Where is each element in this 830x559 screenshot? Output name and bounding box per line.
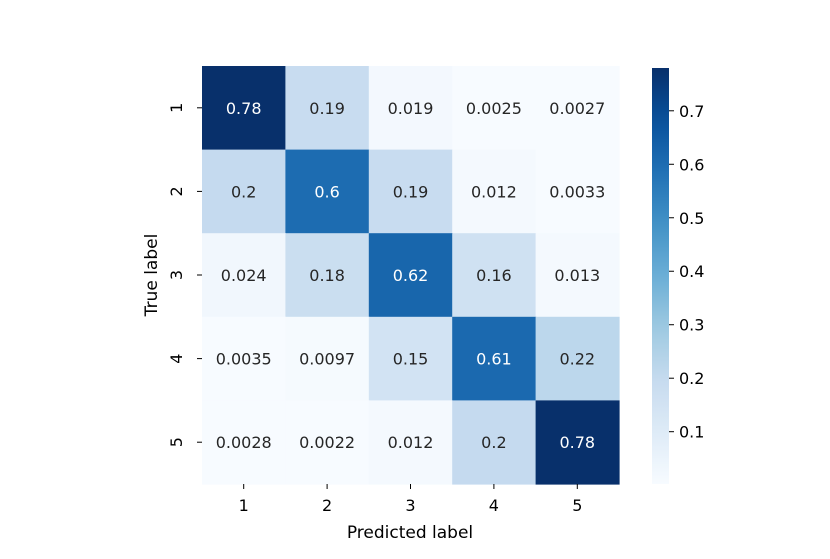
cell-value-label-4-5: 0.22 [559, 350, 595, 369]
cell-value-label-3-2: 0.18 [309, 266, 345, 285]
cell-value-label-2-3: 0.19 [393, 182, 429, 201]
cell-value-label-2-2: 0.6 [314, 182, 339, 201]
cell-value-label-1-1: 0.78 [226, 99, 262, 118]
colorbar-tick-label-0.5: 0.5 [679, 209, 704, 228]
heatmap-cell-3-2 [285, 233, 370, 318]
cell-value-label-1-4: 0.0025 [466, 99, 522, 118]
heatmap-cell-4-4 [452, 316, 537, 401]
heatmap-cell-1-3 [368, 66, 453, 151]
x-axis: 1 2 3 4 5 [239, 484, 582, 515]
y-axis: 1 2 3 4 5 [167, 103, 202, 447]
x-tick-label-5: 5 [572, 496, 582, 515]
heatmap-cell-2-5 [535, 149, 620, 234]
y-axis-label: True label [142, 234, 162, 318]
colorbar-tick-label-0.4: 0.4 [679, 262, 704, 281]
heatmap-cell-2-3 [368, 149, 453, 234]
heatmap-cell-1-4 [452, 66, 537, 151]
y-tick-label-4: 4 [167, 354, 186, 364]
heatmap-cell-5-2 [285, 400, 370, 485]
heatmap-cell-5-1 [202, 400, 286, 485]
heatmap-cell-1-2 [285, 66, 370, 151]
colorbar-tick-label-0.1: 0.1 [679, 423, 704, 442]
cell-value-label-5-1: 0.0028 [216, 433, 272, 452]
cell-value-label-1-5: 0.0027 [549, 99, 605, 118]
colorbar-tick-label-0.3: 0.3 [679, 316, 704, 335]
heatmap-cell-5-4 [452, 400, 537, 485]
heatmap-cell-3-1 [202, 233, 286, 318]
heatmap-cells: 0.78 0.19 0.019 0.0025 0.0027 0.2 0.6 0.19 0.012… [202, 66, 620, 485]
cell-value-label-2-5: 0.0033 [549, 182, 605, 201]
y-tick-label-1: 1 [167, 103, 186, 113]
x-tick-label-3: 3 [405, 496, 415, 515]
heatmap-cell-1-5 [535, 66, 620, 151]
x-tick-label-2: 2 [322, 496, 332, 515]
cell-value-label-1-3: 0.019 [388, 99, 434, 118]
cell-value-label-2-4: 0.012 [471, 182, 517, 201]
cell-value-label-2-1: 0.2 [231, 182, 256, 201]
cell-value-label-3-4: 0.16 [476, 266, 512, 285]
heatmap-cell-4-3 [368, 316, 453, 401]
cell-value-label-4-2: 0.0097 [299, 350, 355, 369]
colorbar-tick-label-0.2: 0.2 [679, 369, 704, 388]
heatmap-cell-4-1 [202, 316, 286, 401]
heatmap-cell-5-5 [535, 400, 620, 485]
cell-value-label-4-3: 0.15 [393, 350, 429, 369]
cell-value-label-4-1: 0.0035 [216, 350, 272, 369]
cell-value-label-5-4: 0.2 [481, 433, 506, 452]
cell-value-label-1-2: 0.19 [309, 99, 345, 118]
x-axis-label: Predicted label [347, 523, 473, 543]
heatmap-cell-1-1 [202, 66, 286, 151]
heatmap-cell-4-5 [535, 316, 620, 401]
cell-value-label-5-5: 0.78 [559, 433, 595, 452]
y-tick-label-5: 5 [167, 437, 186, 447]
cell-value-label-5-3: 0.012 [388, 433, 434, 452]
cell-value-label-3-5: 0.013 [554, 266, 600, 285]
x-tick-label-1: 1 [239, 496, 249, 515]
heatmap-cell-2-2 [285, 149, 370, 234]
y-tick-label-3: 3 [167, 270, 186, 280]
colorbar: 0.1 0.2 0.3 0.4 0.5 0.6 0.7 [652, 68, 704, 484]
heatmap-cell-4-2 [285, 316, 370, 401]
cell-value-label-3-1: 0.024 [221, 266, 267, 285]
heatmap-cell-2-4 [452, 149, 537, 234]
x-tick-label-4: 4 [489, 496, 499, 515]
heatmap-cell-3-5 [535, 233, 620, 318]
cell-value-label-3-3: 0.62 [393, 266, 429, 285]
cell-value-label-5-2: 0.0022 [299, 433, 355, 452]
cell-value-label-4-4: 0.61 [476, 350, 512, 369]
heatmap-cell-5-3 [368, 400, 453, 485]
colorbar-gradient [652, 68, 669, 484]
heatmap-cell-3-4 [452, 233, 537, 318]
colorbar-tick-label-0.6: 0.6 [679, 155, 704, 174]
colorbar-tick-label-0.7: 0.7 [679, 102, 704, 121]
heatmap-cell-2-1 [202, 149, 286, 234]
y-tick-label-2: 2 [167, 186, 186, 196]
heatmap-cell-3-3 [368, 233, 453, 318]
